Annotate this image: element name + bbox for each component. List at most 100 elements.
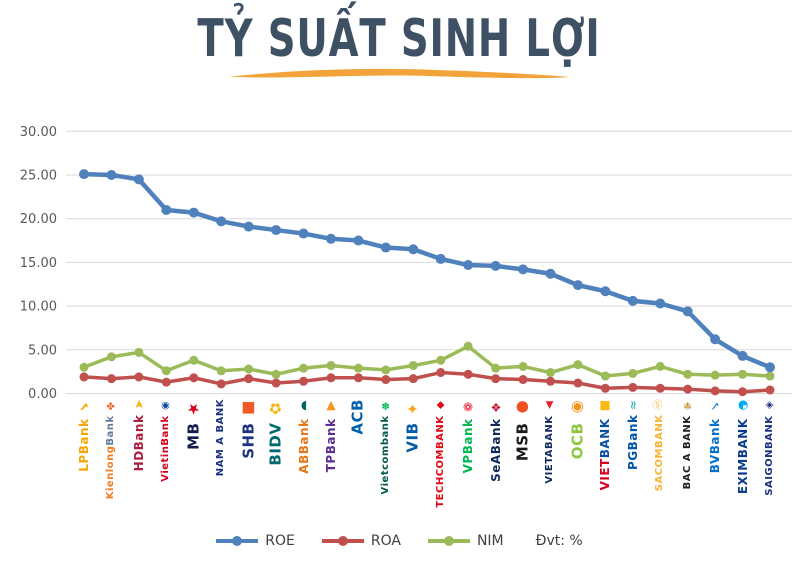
bank-label-saigonbank: SAIGONBANK ◈ bbox=[764, 399, 775, 496]
legend-item-nim: NIM bbox=[427, 533, 504, 549]
bank-label-eximbank: EXIMBANK ◕ bbox=[735, 399, 750, 494]
bank-name-text: TPBank bbox=[323, 418, 338, 473]
roe-point-marker bbox=[298, 228, 309, 239]
bank-name-text: ACB bbox=[348, 399, 367, 435]
bank-label-bvbank: BVBank ✓ bbox=[708, 399, 722, 473]
bank-label-pgbank: PGBank ≈ bbox=[625, 399, 640, 470]
abbank-logo-icon: ◗ bbox=[296, 399, 311, 414]
roe-point-marker bbox=[490, 260, 501, 271]
plot-area: 0.00 5.00 10.00 15.00 20.00 25.00 30.00 bbox=[20, 125, 792, 402]
roe-point-marker bbox=[325, 233, 336, 244]
y-tick-label: 5.00 bbox=[28, 343, 57, 358]
bank-name-text: PGBank bbox=[625, 414, 640, 470]
bank-label-namabank: NAM A BANK bbox=[215, 399, 227, 477]
roa-point-marker bbox=[683, 384, 693, 394]
legend-item-roe: ROE bbox=[215, 533, 295, 549]
nim-point-marker bbox=[189, 355, 199, 365]
bank-name-text: SeABank bbox=[488, 418, 503, 482]
roe-point-marker bbox=[79, 169, 89, 180]
mb-logo-icon: ★ bbox=[184, 399, 203, 418]
y-tick-label: 30.00 bbox=[20, 125, 57, 140]
nim-point-marker bbox=[655, 361, 665, 371]
bank-label-vietcombank: Vietcombank ✽ bbox=[379, 399, 391, 495]
bank-name-text: OCB bbox=[568, 422, 587, 460]
tpbank-logo-icon: ▼ bbox=[323, 399, 338, 414]
roa-point-marker bbox=[299, 376, 309, 386]
shb-logo-icon: ■ bbox=[239, 399, 258, 418]
bank-name-text: BIDV bbox=[266, 422, 285, 466]
roa-point-marker bbox=[518, 375, 528, 385]
techcombank-logo-icon: ◆ bbox=[434, 399, 446, 411]
vietbank-logo-icon: ■ bbox=[598, 399, 613, 414]
roe-point-marker bbox=[243, 221, 254, 232]
bank-name-text: Kienlong bbox=[105, 445, 117, 500]
roe-point-marker bbox=[518, 264, 529, 275]
roa-point-marker bbox=[436, 368, 446, 378]
roa-legend-marker-icon bbox=[321, 536, 364, 546]
roa-point-marker bbox=[79, 372, 89, 382]
y-tick-label: 0.00 bbox=[28, 387, 57, 402]
bank-label-msb: MSB ● bbox=[513, 399, 532, 461]
roe-point-marker bbox=[408, 244, 419, 255]
bank-label-vietbank: VIETBANK ■ bbox=[598, 399, 613, 490]
nim-point-marker bbox=[545, 368, 555, 378]
nim-point-marker bbox=[244, 364, 254, 374]
nim-point-marker bbox=[79, 362, 89, 372]
bank-label-sacombank: SACOMBANK Ⓢ bbox=[654, 399, 665, 491]
bank-label-vietabank: VIETABANK ▲ bbox=[544, 399, 556, 484]
vib-logo-icon: ✦ bbox=[403, 399, 422, 418]
roe-point-marker bbox=[380, 242, 391, 253]
roe-point-marker bbox=[655, 298, 666, 309]
legend-label-nim: NIM bbox=[476, 533, 504, 549]
vietinbank-logo-icon: ◉ bbox=[160, 399, 172, 411]
bank-name-text: NAM A BANK bbox=[215, 399, 227, 477]
roa-point-marker bbox=[134, 372, 144, 382]
nim-point-marker bbox=[600, 371, 610, 381]
hdbank-logo-icon: ➤ bbox=[131, 399, 146, 410]
nim-point-marker bbox=[326, 361, 336, 371]
roe-point-marker bbox=[572, 280, 583, 291]
chart-title: TỶ SUẤT SINH LỢI bbox=[197, 8, 601, 69]
nim-point-marker bbox=[161, 366, 171, 376]
roa-point-marker bbox=[573, 378, 583, 388]
eximbank-logo-icon: ◕ bbox=[735, 399, 750, 414]
nim-line bbox=[83, 344, 771, 378]
nim-point-marker bbox=[491, 363, 501, 373]
roa-point-marker bbox=[463, 369, 473, 379]
title-block: TỶ SUẤT SINH LỢI bbox=[0, 8, 798, 82]
roe-point-marker bbox=[271, 225, 282, 236]
nim-point-marker bbox=[573, 360, 583, 370]
nim-point-marker bbox=[463, 341, 473, 351]
bank-name-text: VIB bbox=[403, 422, 422, 453]
bank-name-text: Vietcombank bbox=[379, 415, 391, 495]
bank-label-hdbank: HDBank ➤ bbox=[131, 399, 146, 471]
bank-label-abbank: ABBank ◗ bbox=[296, 399, 311, 474]
nim-point-marker bbox=[518, 361, 528, 371]
nim-legend-marker-icon bbox=[427, 536, 470, 546]
roe-point-marker bbox=[161, 204, 172, 215]
nim-point-marker bbox=[106, 352, 116, 362]
bank-name-text: SHB bbox=[239, 422, 258, 459]
vietcombank-logo-icon: ✽ bbox=[379, 399, 391, 411]
nim-point-marker bbox=[710, 370, 720, 380]
legend-label-roa: ROA bbox=[370, 533, 401, 549]
roe-point-marker bbox=[765, 362, 775, 373]
y-tick-label: 20.00 bbox=[20, 212, 57, 227]
bank-name-text: TECHCOMBANK bbox=[434, 415, 446, 508]
msb-logo-icon: ● bbox=[513, 399, 532, 418]
bacabank-logo-icon: ✾ bbox=[681, 399, 693, 411]
roe-point-marker bbox=[600, 286, 611, 297]
kienlongbank-logo-icon: ✤ bbox=[105, 399, 117, 411]
title-underline-swoosh bbox=[228, 68, 570, 79]
nim-point-marker bbox=[765, 371, 775, 381]
bank-label-mb: MB ★ bbox=[184, 399, 203, 450]
bank-label-acb: ACB bbox=[348, 399, 367, 435]
roe-point-marker bbox=[463, 260, 474, 271]
bank-label-ocb: OCB ◉ bbox=[568, 399, 587, 460]
x-axis-bank-labels: LPBank ✔ KienlongBank ✤ HDBank ➤ VietinBank ◉ MB… bbox=[77, 399, 775, 508]
vietabank-logo-icon: ▲ bbox=[544, 399, 556, 411]
legend: ROE ROA NIM Đvt: % bbox=[0, 533, 798, 549]
nim-point-marker bbox=[683, 369, 693, 379]
nim-point-marker bbox=[738, 369, 748, 379]
roa-point-marker bbox=[545, 376, 555, 386]
